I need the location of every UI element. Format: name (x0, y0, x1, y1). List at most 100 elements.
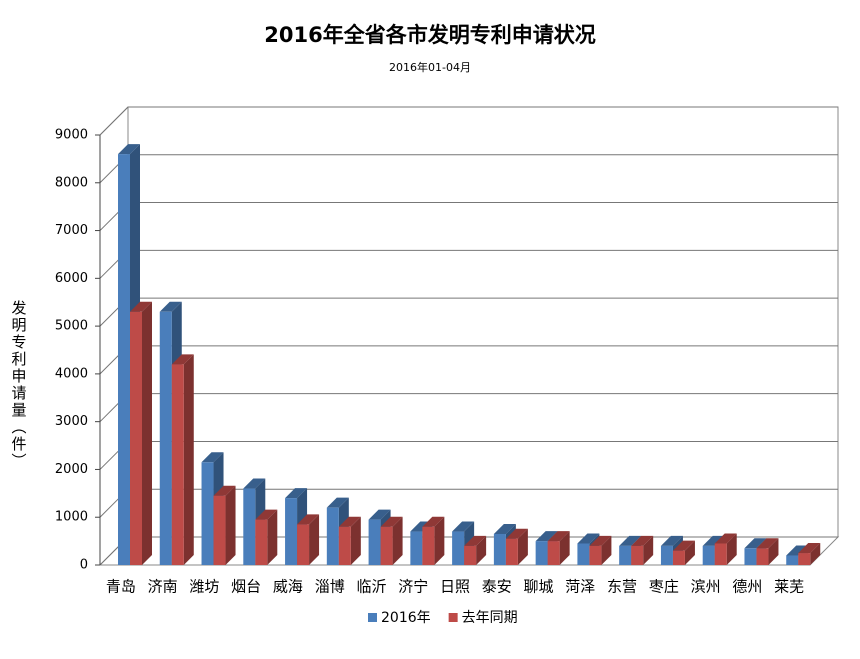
bar (547, 531, 570, 565)
bar-top (338, 516, 361, 527)
bar (297, 514, 320, 565)
bar (672, 540, 695, 565)
y-tick-label: 3000 (55, 414, 88, 429)
bar-top (619, 535, 642, 546)
bar-top (589, 535, 612, 546)
bar-top (577, 533, 600, 544)
legend-label: 2016年 (381, 610, 431, 626)
bar-top (422, 516, 445, 527)
x-tick-label: 东营 (607, 578, 637, 596)
x-tick-label: 济南 (148, 578, 178, 596)
y-tick-label: 0 (80, 558, 88, 573)
x-tick-label: 聊城 (524, 578, 554, 596)
bar-front (660, 545, 673, 565)
y-tick-label: 2000 (55, 462, 88, 477)
bar-front (213, 495, 226, 565)
bar-top (213, 485, 236, 496)
bar-front (326, 507, 339, 565)
x-tick-label: 德州 (732, 578, 762, 596)
bar-top (201, 452, 224, 463)
bar-front (672, 550, 685, 565)
bar-top (243, 478, 266, 489)
legend-label: 去年同期 (462, 610, 518, 626)
bar (213, 485, 236, 565)
y-tick-label: 1000 (55, 510, 88, 525)
bar-top (744, 538, 767, 549)
y-tick-label: 7000 (55, 223, 88, 238)
bar (589, 535, 612, 565)
bar (631, 535, 654, 565)
bar-top (631, 535, 654, 546)
grid-line (99, 249, 838, 279)
bar-front (505, 538, 518, 565)
grid-line (99, 393, 838, 423)
bar-side (643, 535, 654, 565)
bar-side (434, 516, 445, 565)
bar-top (297, 514, 320, 525)
bar-front (589, 545, 602, 565)
bar (422, 516, 445, 565)
bar-top (452, 521, 475, 532)
x-tick-label: 威海 (273, 578, 303, 596)
bar-front (255, 519, 268, 565)
x-tick-label: 菏泽 (565, 578, 595, 596)
bar-front (702, 545, 715, 565)
bar (798, 543, 821, 565)
bar-side (142, 301, 152, 565)
bar-front (422, 526, 435, 565)
bar-front (171, 364, 184, 565)
x-tick-label: 淄博 (315, 578, 345, 596)
bar-front (547, 541, 560, 565)
bar-front (464, 545, 477, 565)
bar-front (201, 462, 214, 565)
bar-top (702, 535, 725, 546)
bar (255, 509, 278, 565)
bar-front (577, 543, 590, 565)
x-tick-label: 滨州 (691, 578, 721, 596)
bar (714, 533, 737, 565)
chart-subtitle: 2016年01-04月 (389, 60, 471, 74)
x-tick-label: 日照 (440, 578, 470, 596)
bar-top (171, 354, 194, 365)
bar-front (744, 548, 757, 565)
bar-top (547, 531, 570, 542)
bar-side (309, 514, 320, 565)
bar-side (392, 516, 403, 565)
bar-top (714, 533, 737, 544)
bar-side (476, 535, 487, 565)
legend-swatch (448, 613, 458, 622)
bar-front (338, 526, 351, 565)
bar-top (535, 531, 558, 542)
bar-front (756, 548, 769, 565)
x-tick-label: 临沂 (356, 578, 386, 596)
bar (130, 301, 152, 565)
legend-swatch (368, 613, 377, 622)
bar-side (726, 533, 737, 565)
bar-top (368, 509, 391, 520)
bar-top (672, 540, 695, 551)
bar (171, 354, 194, 565)
bar (380, 516, 403, 565)
bar-side (601, 535, 612, 565)
bar (505, 528, 528, 565)
bar-side (267, 509, 278, 565)
bar-top (493, 523, 516, 534)
bar-side (350, 516, 361, 565)
y-tick-label: 9000 (55, 128, 88, 143)
bar-front (159, 311, 172, 565)
bar-front (631, 545, 644, 565)
bar-side (684, 540, 695, 565)
bar-side (183, 354, 194, 565)
bar-top (756, 538, 779, 549)
x-tick-label: 济宁 (398, 578, 428, 596)
grid-line (99, 202, 838, 231)
bar-front (410, 531, 423, 565)
bar-front (535, 541, 548, 565)
bar-front (297, 524, 310, 565)
y-tick-label: 5000 (55, 319, 88, 334)
bar-front (493, 533, 506, 565)
bar-top (464, 535, 487, 546)
bar-front (118, 154, 130, 565)
x-tick-label: 莱芜 (774, 578, 804, 596)
